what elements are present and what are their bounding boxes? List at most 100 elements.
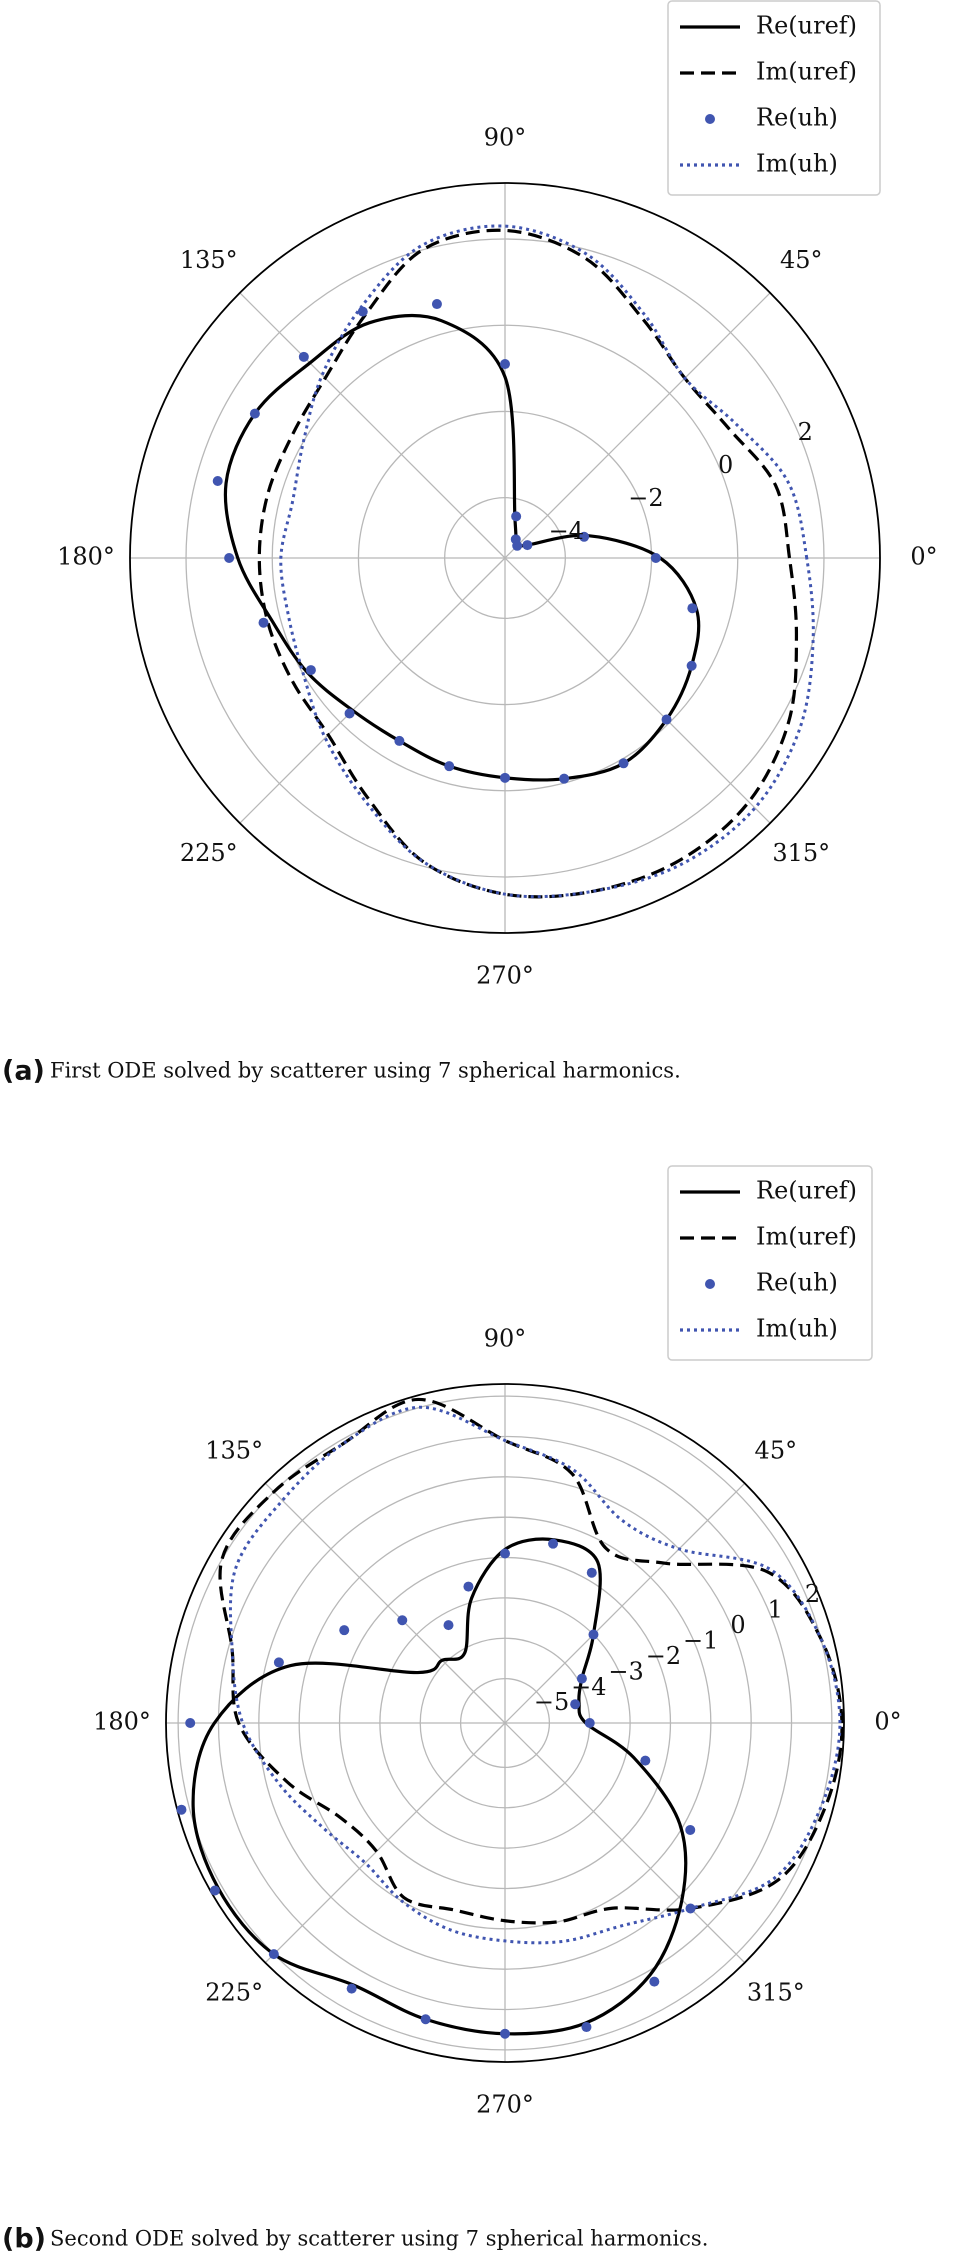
data-point — [305, 665, 316, 676]
series-line — [257, 228, 799, 899]
data-point — [685, 1824, 696, 1835]
data-point — [500, 1548, 510, 1559]
r-tick-label: 1 — [768, 1596, 783, 1624]
theta-tick-label: 270° — [476, 2091, 534, 2119]
data-point — [661, 714, 672, 725]
ring-grid-line — [271, 324, 739, 792]
data-point — [588, 1629, 599, 1640]
polar-plot: 0° 45° 90° 135° 180° 225° 270° 315° −4 −2 0 2 — [57, 124, 938, 990]
series-line — [218, 1397, 844, 1925]
theta-tick-label: 315° — [772, 839, 830, 867]
spoke-grid-line — [239, 292, 506, 559]
data-point — [394, 735, 405, 746]
legend-label: Re(uref) — [756, 12, 857, 40]
theta-tick-label: 45° — [780, 246, 823, 274]
theta-tick-label: 90° — [484, 124, 527, 152]
theta-tick-label: 180° — [93, 1708, 151, 1736]
data-point — [548, 1538, 559, 1549]
spoke-grid-line — [264, 1722, 506, 1964]
data-point — [420, 2014, 431, 2025]
data-point — [618, 758, 629, 769]
legend-label: Im(uh) — [756, 150, 838, 178]
r-tick-label: −4 — [571, 1673, 606, 1701]
spoke-grid-line — [504, 1482, 746, 1724]
ring-grid-line — [177, 1395, 833, 2051]
r-tick-label: 2 — [798, 418, 813, 446]
data-point — [500, 359, 510, 370]
r-tick-label: −4 — [549, 517, 584, 545]
r-tick-label: 0 — [718, 451, 733, 479]
data-point — [584, 1718, 595, 1728]
outer-frame — [165, 1383, 845, 2063]
data-point — [522, 540, 533, 551]
theta-tick-label: 180° — [57, 543, 115, 571]
data-point — [686, 660, 697, 671]
r-tick-label: −2 — [628, 484, 663, 512]
legend-label: Im(uref) — [756, 58, 857, 86]
outer-frame — [129, 182, 881, 934]
data-point — [576, 1673, 587, 1684]
data-point — [176, 1804, 187, 1815]
series-line — [279, 224, 815, 899]
data-point — [559, 773, 570, 784]
data-point — [687, 603, 698, 614]
series-line — [223, 313, 701, 782]
legend-label: Re(uh) — [756, 1269, 838, 1297]
legend-marker — [705, 114, 715, 124]
panel-label: (b) — [2, 2224, 46, 2255]
data-point — [209, 1885, 220, 1896]
data-point — [298, 351, 309, 362]
series-line — [191, 1537, 688, 2036]
data-point — [249, 408, 260, 419]
legend-box — [667, 0, 881, 196]
data-point — [212, 476, 223, 487]
data-point — [431, 299, 442, 310]
data-point — [268, 1949, 279, 1960]
data-point — [650, 553, 661, 563]
polar-plot: 0° 45° 90° 135° 180° 225° 270° 315° −5−4−3−2−1 01… — [93, 1325, 902, 2119]
theta-tick-label: 225° — [180, 839, 238, 867]
ring-grid-line — [459, 1677, 551, 1769]
data-point — [500, 2028, 510, 2039]
panel-label: (a) — [2, 1056, 45, 1087]
caption: Second ODE solved by scatterer using 7 s… — [50, 2227, 708, 2251]
data-point — [649, 1976, 660, 1987]
theta-tick-label: 0° — [910, 543, 937, 571]
data-point — [258, 617, 269, 628]
caption: First ODE solved by scatterer using 7 sp… — [50, 1059, 681, 1083]
legend-box — [667, 1165, 873, 1361]
theta-tick-label: 315° — [747, 1978, 805, 2006]
r-tick-label: 2 — [805, 1580, 820, 1608]
data-point — [185, 1718, 196, 1728]
ring-grid-line — [379, 1597, 631, 1849]
data-point — [586, 1567, 597, 1578]
data-point — [339, 1625, 350, 1636]
data-point — [640, 1755, 651, 1766]
spoke-grid-line — [239, 557, 506, 824]
data-point — [581, 2022, 592, 2033]
spoke-grid-line — [264, 1482, 506, 1724]
r-tick-label: 0 — [730, 1611, 745, 1639]
ring-grid-line — [217, 1435, 793, 2011]
spoke-grid-line — [504, 557, 771, 824]
data-point — [443, 1620, 454, 1631]
ring-grid-line — [185, 238, 825, 878]
theta-tick-label: 90° — [484, 1325, 527, 1353]
theta-tick-label: 135° — [205, 1437, 263, 1465]
spoke-grid-line — [504, 1722, 746, 1964]
data-point — [511, 511, 522, 522]
ring-grid-line — [258, 1476, 752, 1970]
data-point — [570, 1699, 581, 1710]
data-point — [510, 534, 521, 545]
legend-label: Im(uref) — [756, 1223, 857, 1251]
data-point — [273, 1657, 284, 1668]
r-tick-label: −2 — [646, 1642, 681, 1670]
legend-label: Re(uh) — [756, 104, 838, 132]
data-point — [500, 772, 510, 783]
r-tick-label: −1 — [683, 1626, 718, 1654]
data-point — [346, 1983, 357, 1994]
legend-marker — [705, 1279, 715, 1289]
data-point — [444, 761, 455, 772]
ring-grid-line — [298, 1516, 712, 1930]
